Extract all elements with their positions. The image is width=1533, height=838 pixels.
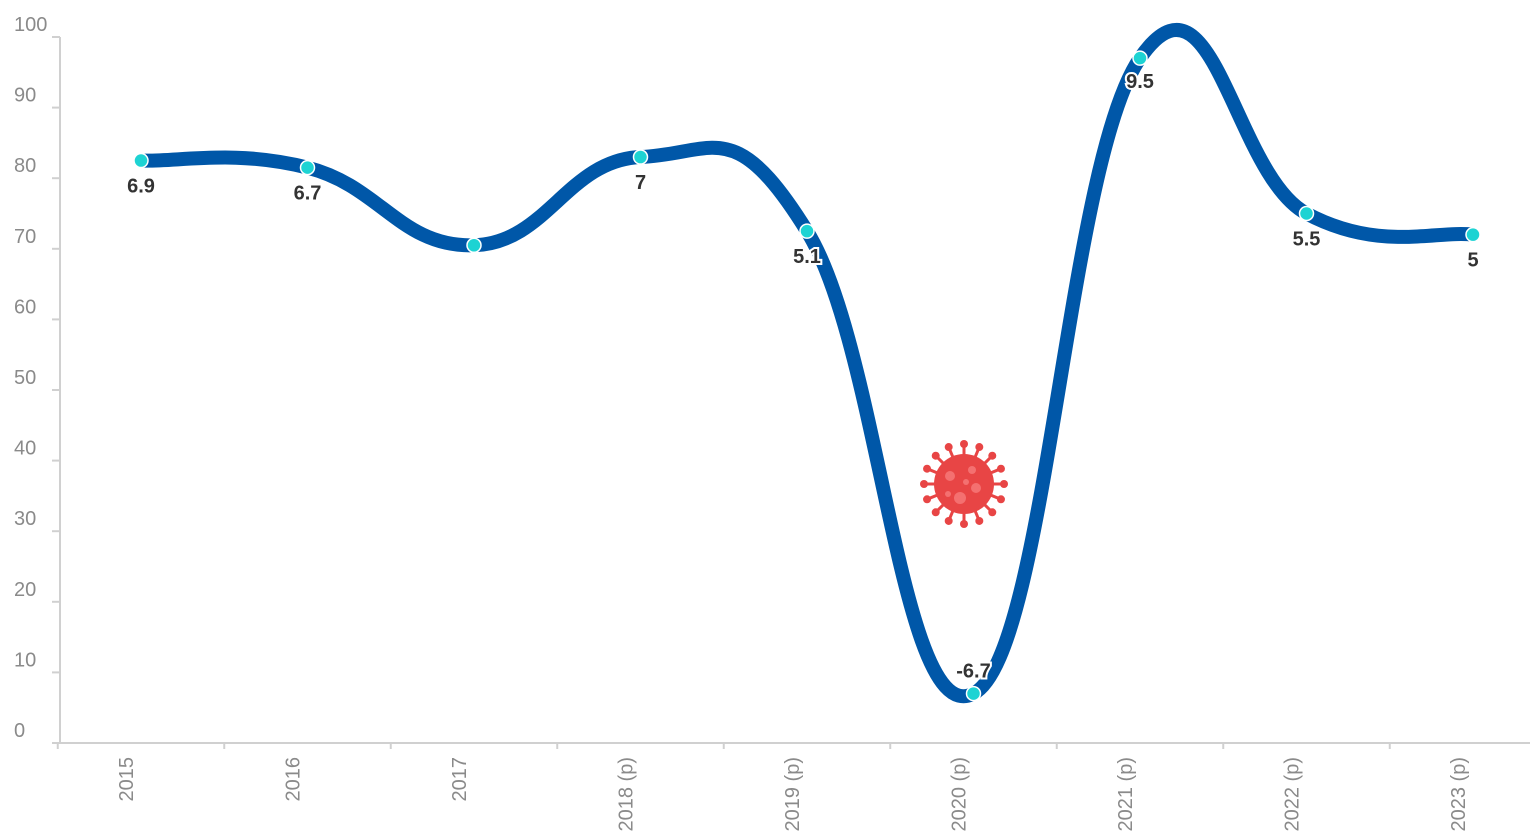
virus-spike-tip	[920, 480, 928, 488]
y-tick-label: 20	[14, 579, 36, 601]
virus-spike-tip	[988, 451, 997, 460]
x-tick-label: 2023 (p)	[1448, 757, 1470, 832]
data-label: 5.5	[1293, 229, 1321, 251]
coronavirus-icon	[920, 440, 1008, 528]
x-axis-ticks: 2015 2016 2017 2018 (p) 2019 (p) 2020 (p) 2021…	[56, 743, 1470, 832]
virus-spot	[945, 491, 951, 497]
virus-spot	[945, 471, 955, 481]
x-tick-label: 2015	[116, 757, 138, 802]
data-labels: 6.9 6.7 7 5.1 -6.7 9.5 5.5 5	[125, 69, 1480, 684]
virus-spike-tip	[975, 516, 984, 525]
y-axis-ticks: 0 10 20 30 40 50 60 70 80 90 100	[14, 14, 60, 744]
virus-spike-tip	[1000, 480, 1008, 488]
virus-spike-tip	[923, 495, 932, 504]
data-label: 5	[1467, 250, 1478, 272]
virus-spike-tip	[960, 520, 968, 528]
data-label: 6.7	[294, 183, 322, 205]
virus-spike-tip	[944, 516, 953, 525]
data-point-marker	[1465, 226, 1481, 243]
virus-spot	[963, 479, 969, 485]
data-point-marker	[133, 152, 149, 169]
data-markers	[133, 50, 1481, 702]
data-label: 6.9	[127, 176, 155, 198]
y-tick-label: 60	[14, 296, 36, 318]
data-label: -6.7	[956, 661, 990, 683]
virus-spike-tip	[996, 495, 1005, 504]
virus-spike-tip	[944, 443, 953, 452]
virus-spike-tip	[960, 440, 968, 448]
y-tick-label: 0	[14, 720, 25, 742]
x-tick-label: 2018 (p)	[616, 757, 638, 832]
y-tick-label: 30	[14, 508, 36, 530]
y-tick-label: 100	[14, 14, 47, 36]
virus-spot	[971, 483, 981, 493]
data-label: 7	[635, 172, 646, 194]
data-point-marker	[1132, 50, 1148, 66]
x-tick-label: 2017	[449, 757, 471, 802]
x-tick-label: 2016	[283, 757, 305, 802]
virus-spot	[968, 466, 976, 474]
data-point-marker	[466, 237, 482, 254]
data-point-marker	[1298, 205, 1315, 222]
virus-spike-tip	[996, 464, 1005, 473]
data-point-marker	[632, 149, 649, 165]
y-tick-label: 40	[14, 438, 36, 460]
y-tick-label: 50	[14, 367, 36, 389]
virus-spike-tip	[975, 443, 984, 452]
y-tick-label: 90	[14, 85, 36, 107]
data-point-marker	[799, 223, 815, 239]
y-tick-label: 70	[14, 226, 36, 248]
virus-spike-tip	[931, 451, 940, 460]
x-tick-label: 2021 (p)	[1115, 757, 1137, 832]
virus-spike-tip	[988, 508, 997, 517]
data-label: 9.5	[1126, 71, 1154, 93]
chart-axes	[59, 37, 1530, 744]
x-tick-label: 2022 (p)	[1282, 757, 1304, 832]
series-line	[134, 23, 1480, 704]
y-tick-label: 80	[14, 155, 36, 177]
virus-spot	[954, 492, 966, 504]
x-tick-label: 2020 (p)	[949, 757, 971, 832]
data-point-marker	[965, 685, 982, 702]
y-tick-label: 10	[14, 649, 36, 671]
data-point-marker	[299, 159, 316, 176]
x-tick-label: 2019 (p)	[782, 757, 804, 832]
virus-spike-tip	[931, 508, 940, 517]
data-label: 5.1	[793, 246, 821, 268]
virus-spike-tip	[923, 464, 932, 473]
